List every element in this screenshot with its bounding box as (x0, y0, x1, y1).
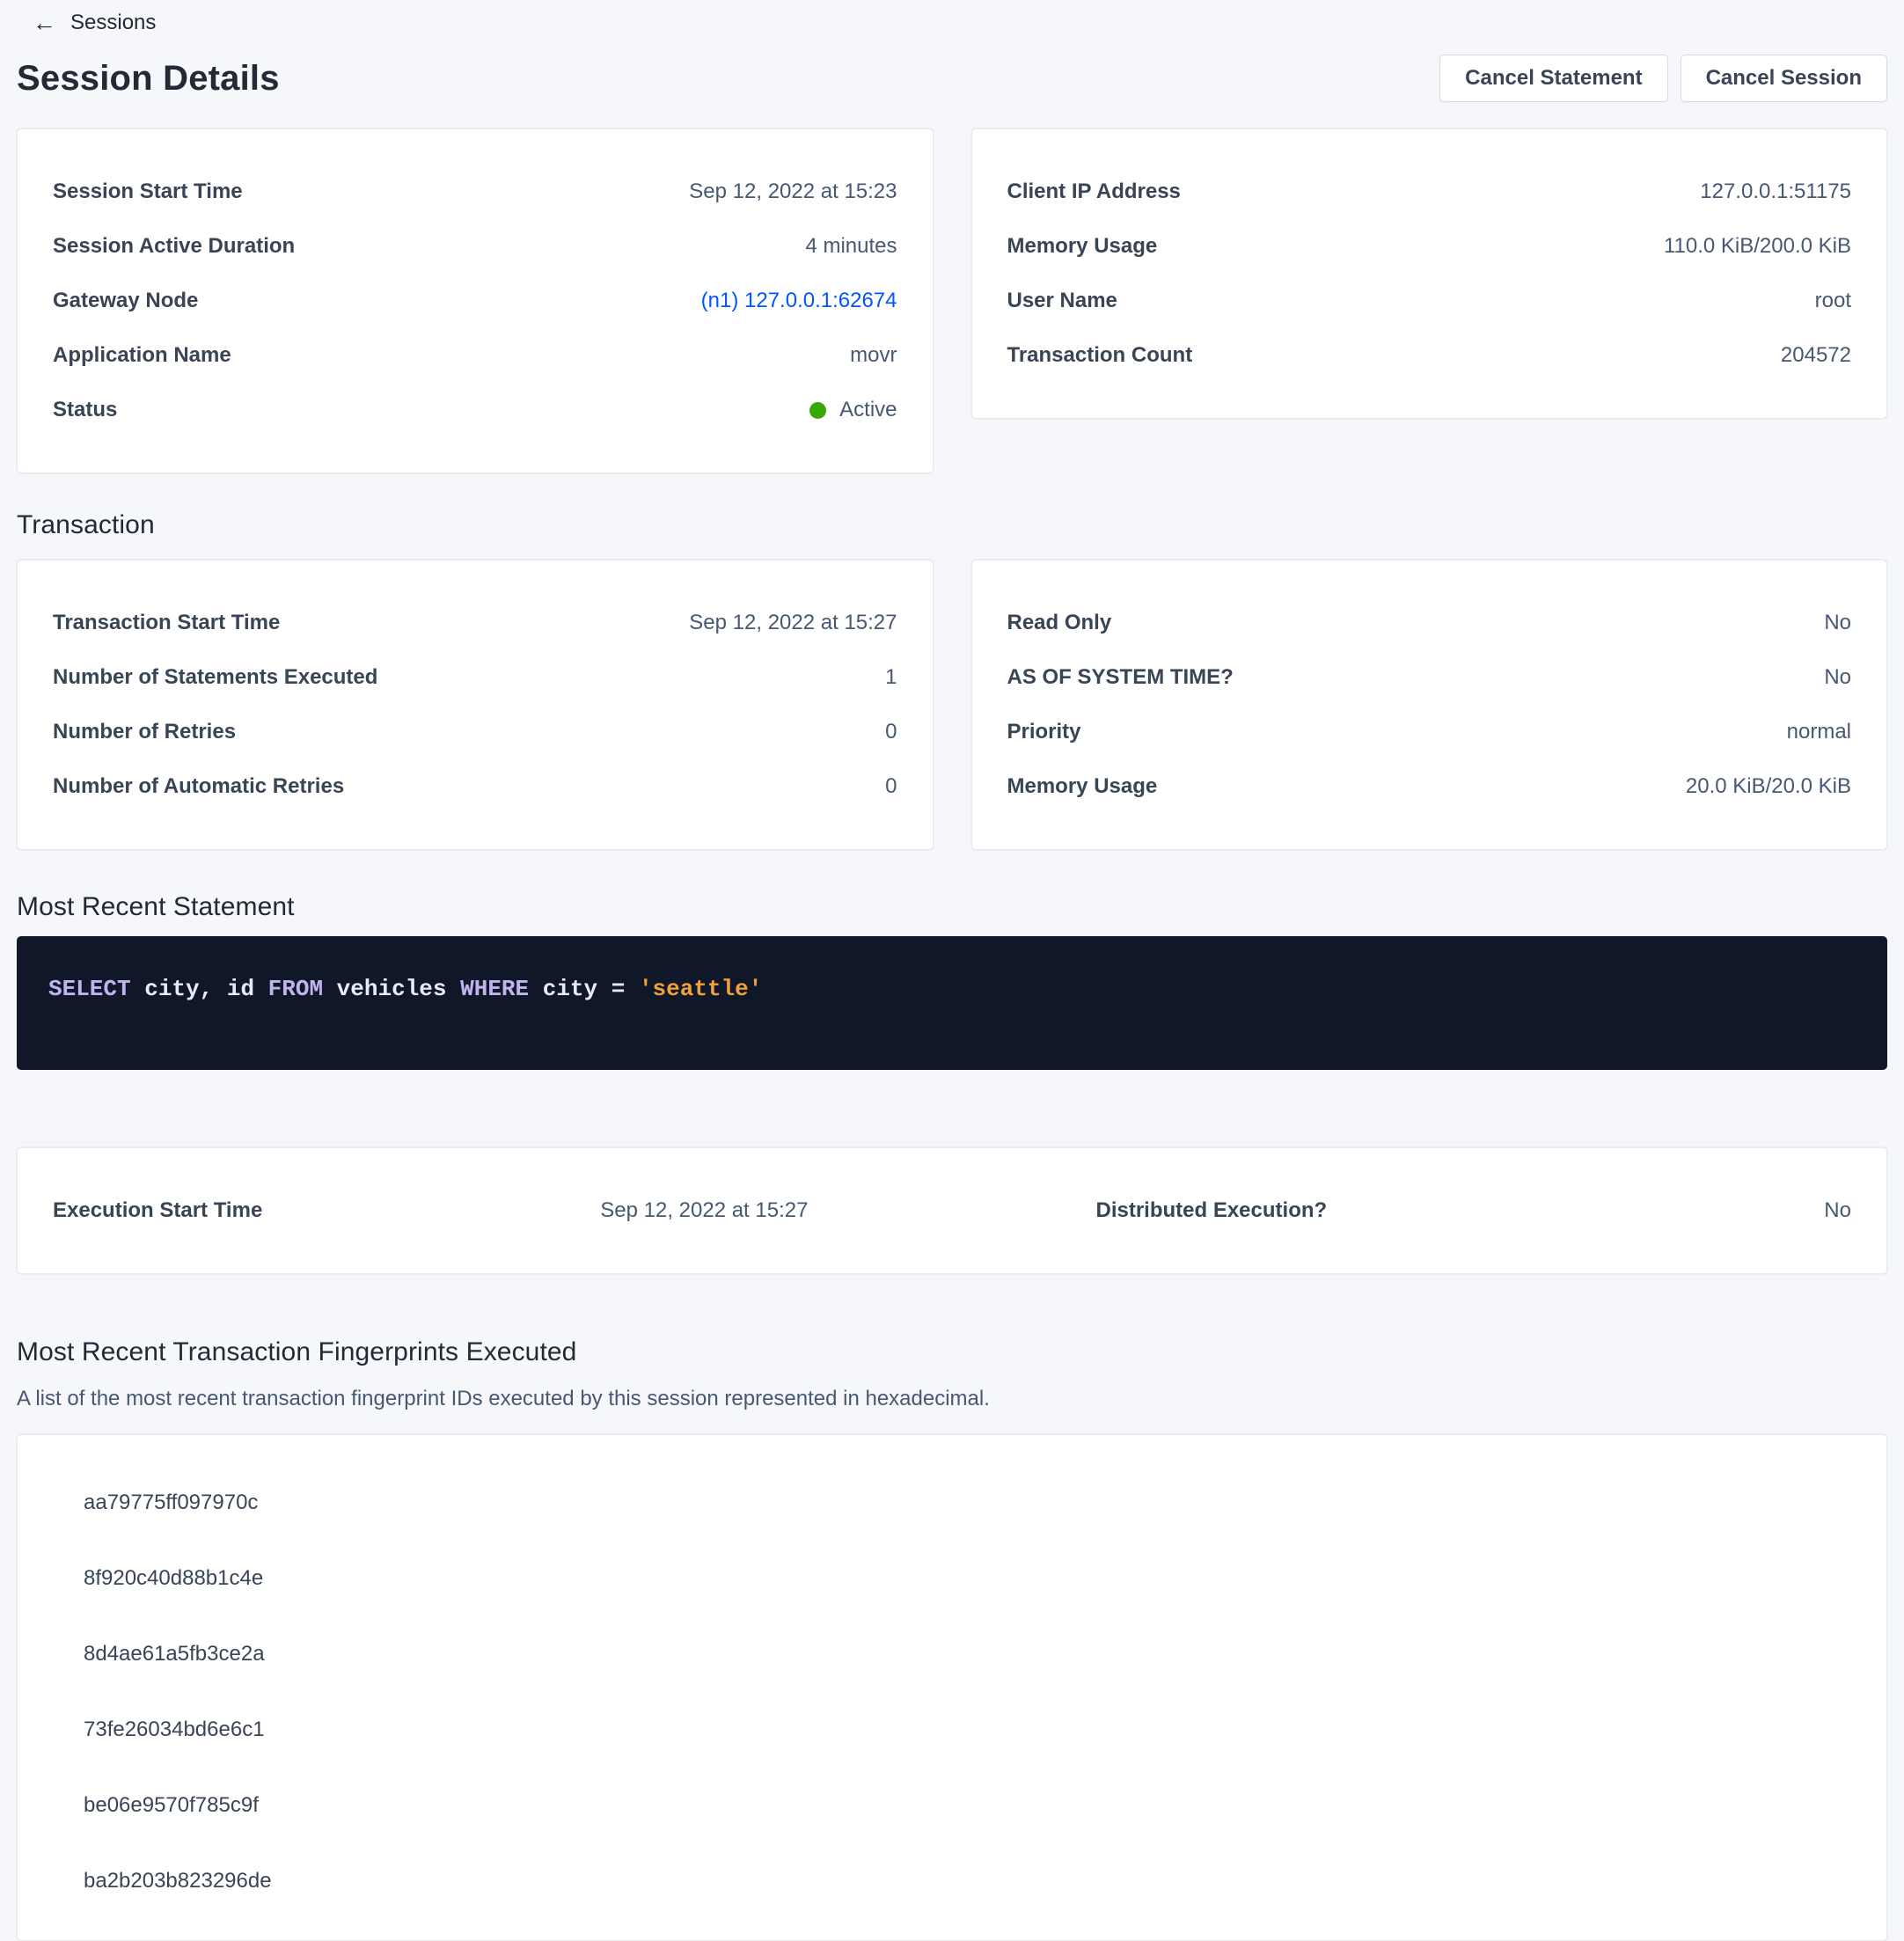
application-name-value: movr (850, 343, 897, 367)
user-name-value: root (1814, 289, 1851, 312)
automatic-retries-value: 0 (885, 774, 897, 798)
statements-executed-value: 1 (885, 665, 897, 689)
info-label: Priority (1007, 720, 1081, 743)
info-label: Transaction Count (1007, 343, 1193, 367)
session-info-card-right: Client IP Address 127.0.0.1:51175 Memory… (970, 128, 1887, 419)
read-only-value: No (1824, 611, 1851, 634)
fingerprint-item: aa79775ff097970c (84, 1491, 259, 1514)
sql-text: city = (529, 976, 639, 1002)
info-label: Number of Statements Executed (53, 665, 378, 689)
session-info-card-left: Session Start Time Sep 12, 2022 at 15:23… (17, 128, 934, 473)
back-label: Sessions (70, 11, 157, 34)
page-header: Session Details Cancel Statement Cancel … (17, 55, 1887, 102)
execution-start-time-value: Sep 12, 2022 at 15:27 (600, 1198, 809, 1222)
transaction-count-value: 204572 (1780, 343, 1851, 367)
info-label: Client IP Address (1007, 179, 1181, 203)
back-arrow-icon: ← (33, 9, 56, 36)
back-to-sessions-button[interactable]: ← Sessions (33, 11, 156, 35)
fingerprint-item: 73fe26034bd6e6c1 (84, 1718, 265, 1741)
distributed-execution-value: No (1824, 1198, 1851, 1222)
info-row: Session Active Duration 4 minutes (53, 219, 897, 274)
memory-usage-value: 110.0 KiB/200.0 KiB (1663, 234, 1851, 258)
info-row: Transaction Start Time Sep 12, 2022 at 1… (53, 596, 897, 650)
info-row: Number of Retries 0 (53, 705, 897, 759)
info-row: Read Only No (1007, 596, 1852, 650)
info-row: Number of Statements Executed 1 (53, 650, 897, 705)
info-row: Transaction Count 204572 (1007, 328, 1852, 383)
info-label: Application Name (53, 343, 231, 367)
transaction-section: Transaction Start Time Sep 12, 2022 at 1… (17, 560, 1887, 850)
info-label: Session Start Time (53, 179, 243, 203)
transaction-info-card-left: Transaction Start Time Sep 12, 2022 at 1… (17, 560, 934, 850)
session-active-duration-value: 4 minutes (805, 234, 897, 258)
info-label: Number of Retries (53, 720, 237, 743)
fingerprints-subtitle: A list of the most recent transaction fi… (17, 1387, 990, 1410)
info-label: AS OF SYSTEM TIME? (1007, 665, 1234, 689)
distributed-execution-label: Distributed Execution? (1095, 1198, 1328, 1222)
info-row: AS OF SYSTEM TIME? No (1007, 650, 1852, 705)
cancel-statement-button[interactable]: Cancel Statement (1439, 55, 1668, 102)
session-summary-section: Session Start Time Sep 12, 2022 at 15:23… (17, 128, 1887, 473)
info-label: Transaction Start Time (53, 611, 281, 634)
cancel-session-button[interactable]: Cancel Session (1680, 55, 1887, 102)
spacer (808, 1183, 1095, 1238)
status-badge: Active (809, 398, 897, 422)
info-label: Gateway Node (53, 289, 199, 312)
sql-string-literal: 'seattle' (638, 976, 763, 1002)
sql-keyword: SELECT (48, 976, 131, 1002)
statement-section-heading: Most Recent Statement (17, 892, 295, 921)
as-of-system-time-value: No (1824, 665, 1851, 689)
execution-start-time-label: Execution Start Time (53, 1198, 263, 1222)
sql-keyword: FROM (267, 976, 324, 1002)
transaction-section-heading: Transaction (17, 510, 155, 539)
session-start-time-value: Sep 12, 2022 at 15:23 (689, 179, 897, 203)
fingerprint-item: 8d4ae61a5fb3ce2a (84, 1642, 265, 1666)
priority-value: normal (1786, 720, 1851, 743)
execution-summary-card: Execution Start Time Sep 12, 2022 at 15:… (17, 1147, 1887, 1274)
info-row: Session Start Time Sep 12, 2022 at 15:23 (53, 165, 897, 219)
info-row: Number of Automatic Retries 0 (53, 759, 897, 814)
info-label: Memory Usage (1007, 234, 1158, 258)
info-label: Number of Automatic Retries (53, 774, 345, 798)
sql-text: city, id (130, 976, 268, 1002)
gateway-node-link[interactable]: (n1) 127.0.0.1:62674 (700, 289, 897, 312)
info-label: User Name (1007, 289, 1117, 312)
info-label: Memory Usage (1007, 774, 1158, 798)
breadcrumb: ← Sessions (17, 0, 1887, 35)
status-value: Active (839, 398, 897, 421)
client-ip-value: 127.0.0.1:51175 (1700, 179, 1851, 203)
info-row: Memory Usage 20.0 KiB/20.0 KiB (1007, 759, 1852, 814)
info-row: Status Active (53, 383, 897, 437)
page-title: Session Details (17, 58, 280, 98)
info-row: Client IP Address 127.0.0.1:51175 (1007, 165, 1852, 219)
sql-keyword: WHERE (460, 976, 530, 1002)
fingerprint-item: be06e9570f785c9f (84, 1793, 259, 1817)
sql-statement-box: SELECT city, id FROM vehicles WHERE city… (17, 936, 1887, 1070)
info-label: Read Only (1007, 611, 1112, 634)
retries-value: 0 (885, 720, 897, 743)
info-label: Session Active Duration (53, 234, 296, 258)
status-active-dot-icon (809, 401, 827, 419)
info-row: Application Name movr (53, 328, 897, 383)
fingerprints-section-heading: Most Recent Transaction Fingerprints Exe… (17, 1337, 577, 1366)
transaction-memory-usage-value: 20.0 KiB/20.0 KiB (1685, 774, 1851, 798)
info-row: Gateway Node (n1) 127.0.0.1:62674 (53, 274, 897, 328)
info-row: Memory Usage 110.0 KiB/200.0 KiB (1007, 219, 1852, 274)
fingerprints-card: aa79775ff097970c 8f920c40d88b1c4e 8d4ae6… (17, 1434, 1887, 1941)
header-actions: Cancel Statement Cancel Session (1439, 55, 1887, 102)
fingerprint-item: 8f920c40d88b1c4e (84, 1566, 264, 1590)
info-label: Status (53, 398, 118, 421)
info-row: Priority normal (1007, 705, 1852, 759)
info-row: User Name root (1007, 274, 1852, 328)
sql-text: vehicles (323, 976, 461, 1002)
transaction-info-card-right: Read Only No AS OF SYSTEM TIME? No Prior… (970, 560, 1887, 850)
transaction-start-time-value: Sep 12, 2022 at 15:27 (689, 611, 897, 634)
fingerprint-item: ba2b203b823296de (84, 1869, 272, 1893)
